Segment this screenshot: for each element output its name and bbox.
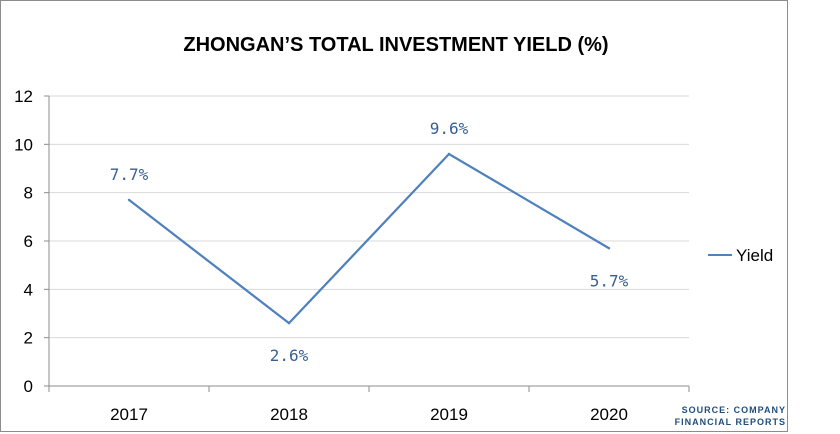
data-point-2019 <box>447 152 451 156</box>
data-label-2020: 5.7% <box>590 271 629 290</box>
data-point-2017 <box>127 198 131 202</box>
x-axis-ticks: 2017 2018 2019 2020 <box>110 405 628 424</box>
data-point-2018 <box>287 321 291 325</box>
x-tick-label-2017: 2017 <box>110 405 148 424</box>
y-tick-label-4: 4 <box>24 280 33 299</box>
chart-frame: ZHONGAN’S TOTAL INVESTMENT YIELD (%) 0 2 4… <box>0 0 788 432</box>
source-line-2: FINANCIAL REPORTS <box>675 417 786 427</box>
y-tick-label-8: 8 <box>24 184 33 203</box>
source-note: SOURCE: COMPANY FINANCIAL REPORTS <box>675 405 786 427</box>
y-tick-label-12: 12 <box>14 87 33 106</box>
legend-label-yield: Yield <box>736 246 773 265</box>
series-layer <box>127 152 611 325</box>
series-line-yield <box>128 152 610 325</box>
y-axis-ticks: 0 2 4 6 8 10 12 <box>14 87 33 396</box>
source-line-1: SOURCE: COMPANY <box>682 405 786 415</box>
x-tick-label-2019: 2019 <box>430 405 468 424</box>
y-tick-label-10: 10 <box>14 135 33 154</box>
x-tick-label-2018: 2018 <box>270 405 308 424</box>
data-label-2019: 9.6% <box>430 119 469 138</box>
data-label-2018: 2.6% <box>270 346 309 365</box>
chart-canvas: ZHONGAN’S TOTAL INVESTMENT YIELD (%) 0 2 4… <box>14 34 786 427</box>
y-tick-label-2: 2 <box>24 329 33 348</box>
data-point-2020 <box>607 247 611 250</box>
data-label-2017: 7.7% <box>110 165 149 184</box>
legend: Yield <box>708 246 773 265</box>
grid-lines <box>49 95 689 339</box>
chart-title: ZHONGAN’S TOTAL INVESTMENT YIELD (%) <box>183 34 608 56</box>
x-tick-label-2020: 2020 <box>590 405 628 424</box>
y-tick-label-6: 6 <box>24 232 33 251</box>
y-tick-label-0: 0 <box>24 377 33 396</box>
axes <box>44 95 690 392</box>
data-labels: 7.7% 2.6% 9.6% 5.7% <box>110 119 629 365</box>
